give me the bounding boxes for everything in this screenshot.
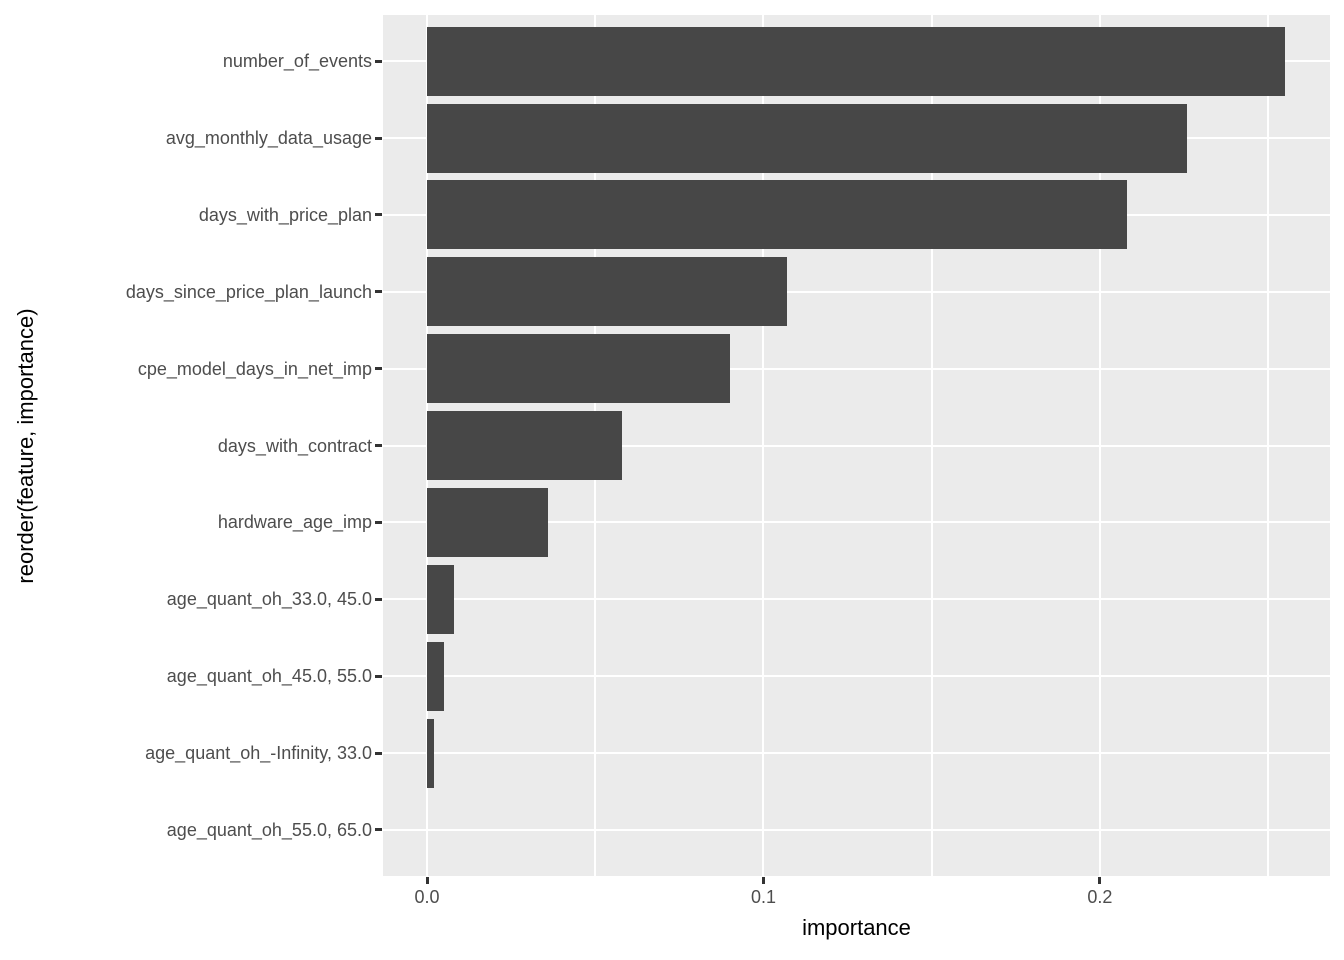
horizontal-gridline: [383, 752, 1330, 754]
horizontal-gridline: [383, 367, 1330, 370]
bar: [427, 27, 1286, 96]
y-tick-label: days_since_price_plan_launch: [125, 281, 372, 302]
x-tick-mark: [1098, 877, 1102, 884]
y-tick-label: age_quant_oh_45.0, 55.0: [166, 666, 372, 687]
horizontal-gridline: [383, 521, 1330, 524]
y-tick-mark: [375, 367, 382, 371]
bar: [427, 565, 455, 634]
y-tick-mark: [375, 520, 382, 524]
bar: [427, 488, 549, 557]
bar: [427, 411, 623, 480]
y-tick-mark: [375, 290, 382, 294]
y-tick-label: age_quant_oh_33.0, 45.0: [166, 589, 372, 610]
y-tick-label: age_quant_oh_-Infinity, 33.0: [145, 743, 372, 763]
bar: [427, 257, 788, 326]
x-tick-label: 0.2: [1087, 887, 1113, 907]
y-tick-label: age_quant_oh_55.0, 65.0: [166, 819, 372, 840]
y-tick-mark: [375, 59, 382, 63]
y-tick-mark: [375, 674, 382, 678]
horizontal-gridline: [383, 828, 1330, 831]
y-tick-mark: [375, 828, 382, 832]
y-tick-label: days_with_price_plan: [198, 204, 372, 225]
bar: [427, 104, 1188, 173]
y-tick-label: days_with_contract: [217, 435, 372, 456]
bar: [427, 642, 445, 711]
bar: [427, 719, 435, 788]
y-tick-label: cpe_model_days_in_net_imp: [137, 358, 372, 379]
x-tick-label: 0.1: [750, 887, 776, 907]
x-tick-label: 0.0: [414, 887, 440, 907]
x-tick-mark: [761, 877, 765, 884]
horizontal-gridline: [383, 444, 1330, 447]
x-tick-mark: [425, 877, 429, 884]
y-tick-mark: [375, 597, 382, 601]
horizontal-gridline: [383, 290, 1330, 293]
bar: [427, 334, 731, 403]
y-tick-label: avg_monthly_data_usage: [165, 128, 372, 148]
y-tick-mark: [375, 213, 382, 217]
bar: [427, 180, 1128, 249]
y-tick-mark: [375, 751, 382, 755]
horizontal-gridline: [383, 675, 1330, 678]
y-tick-label: number_of_events: [222, 51, 372, 72]
y-tick-mark: [375, 136, 382, 140]
y-tick-mark: [375, 444, 382, 447]
y-tick-label: hardware_age_imp: [217, 512, 372, 533]
horizontal-gridline: [383, 598, 1330, 601]
plot-panel: [383, 15, 1330, 876]
x-axis-title: importance: [802, 915, 911, 940]
